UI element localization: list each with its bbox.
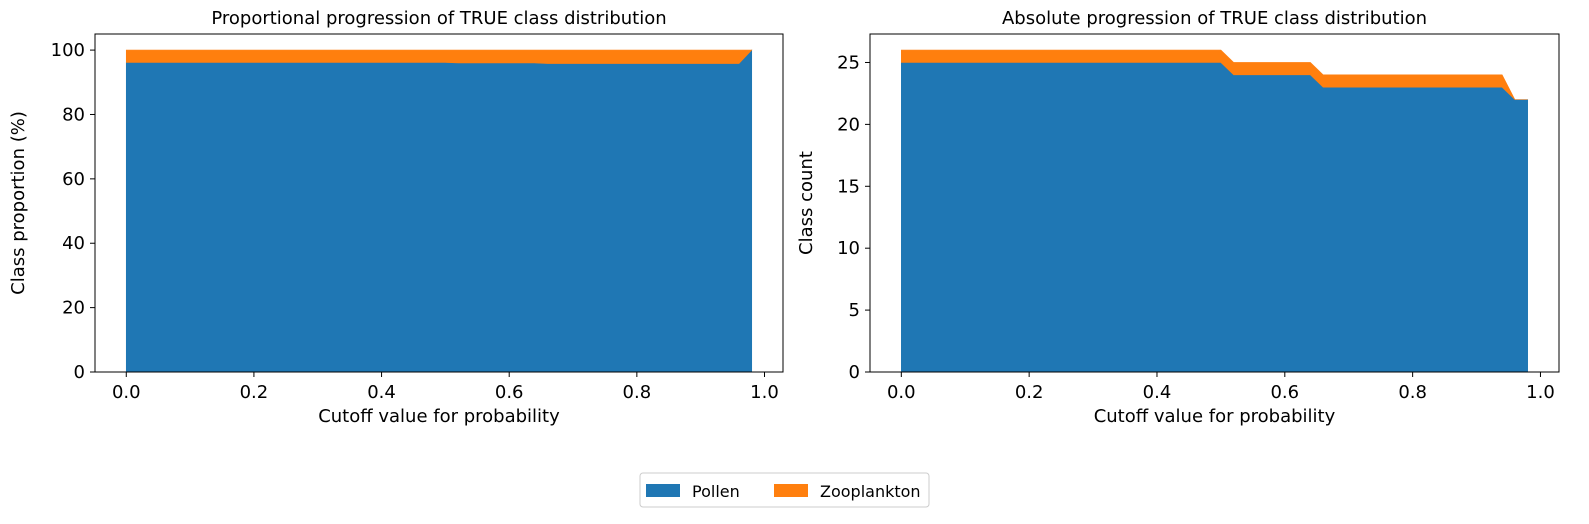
y-tick-label: 10: [837, 238, 860, 259]
x-tick-label: 1.0: [1526, 382, 1555, 403]
legend-label-zooplankton: Zooplankton: [820, 482, 921, 501]
x-tick-label: 1.0: [750, 382, 779, 403]
x-tick-label: 0.0: [887, 382, 916, 403]
x-tick-label: 0.6: [495, 382, 524, 403]
y-tick-label: 40: [62, 233, 85, 254]
y-tick-label: 20: [837, 114, 860, 135]
legend-swatch-pollen: [646, 484, 680, 497]
y-tick-label: 0: [74, 362, 85, 383]
y-axis-label: Class proportion (%): [8, 111, 29, 295]
legend-label-pollen: Pollen: [692, 482, 740, 501]
legend-swatch-zooplankton: [774, 484, 808, 497]
legend: Pollen Zooplankton: [639, 472, 930, 508]
x-tick-label: 0.8: [1398, 382, 1427, 403]
chart-title: Proportional progression of TRUE class d…: [211, 8, 666, 29]
x-axis-label: Cutoff value for probability: [1094, 406, 1336, 427]
y-tick-label: 60: [62, 169, 85, 190]
y-tick-label: 80: [62, 104, 85, 125]
y-axis-label: Class count: [796, 151, 817, 255]
chart-title: Absolute progression of TRUE class distr…: [1002, 8, 1427, 29]
area-zooplankton: [901, 49, 1528, 100]
plot-frame: [869, 33, 1560, 373]
chart-absolute: 0.0 0.2 0.4 0.6 0.8 1.0 0 5 10 15 20 25 Absolute pro…: [796, 8, 1560, 427]
y-tick-label: 0: [849, 362, 860, 383]
x-tick-label: 0.8: [623, 382, 652, 403]
x-tick-label: 0.2: [1015, 382, 1044, 403]
area-zooplankton: [125, 49, 753, 64]
x-tick-label: 0.0: [112, 382, 141, 403]
plot-frame: [94, 33, 784, 373]
area-pollen: [125, 49, 753, 373]
x-tick-label: 0.2: [240, 382, 269, 403]
y-tick-label: 20: [62, 298, 85, 319]
y-tick-label: 5: [849, 300, 860, 321]
y-tick-label: 15: [837, 176, 860, 197]
area-pollen: [901, 62, 1528, 373]
y-tick-label: 25: [837, 52, 860, 73]
y-tick-label: 100: [51, 40, 85, 61]
x-tick-label: 0.4: [367, 382, 396, 403]
chart-proportional: 0.0 0.2 0.4 0.6 0.8 1.0 0 20 40 60 80 100 Proportion…: [8, 8, 784, 427]
x-tick-label: 0.4: [1143, 382, 1172, 403]
x-tick-label: 0.6: [1270, 382, 1299, 403]
x-axis-label: Cutoff value for probability: [318, 406, 560, 427]
